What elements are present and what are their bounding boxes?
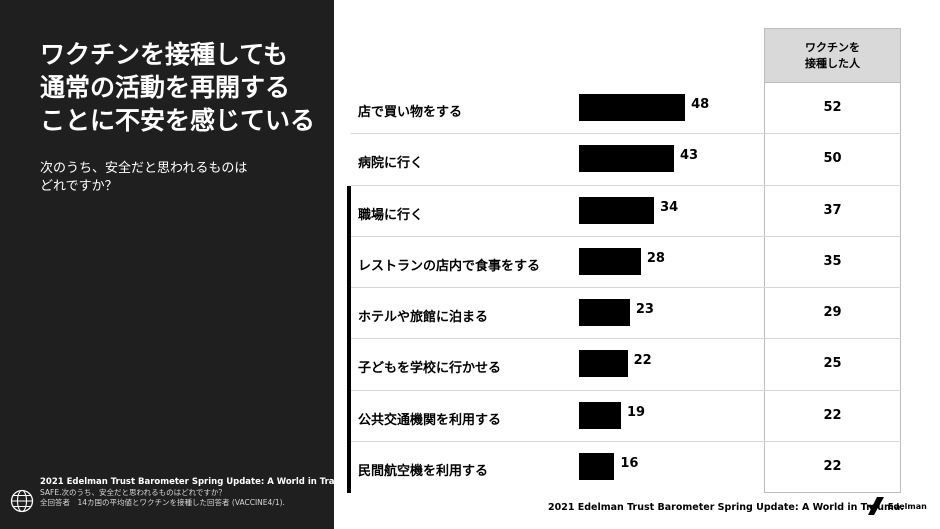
category-label: 民間航空機を利用する <box>358 463 489 479</box>
bar <box>579 350 628 378</box>
bar <box>579 401 621 429</box>
title-line: 通常の活動を再開する <box>40 73 291 102</box>
bottom-citation: 2021 Edelman Trust Barometer Spring Upda… <box>548 502 904 513</box>
subtitle-line: どれですか？ <box>40 179 118 194</box>
group-bracket-bar <box>347 186 351 493</box>
vaccinated-value: 22 <box>823 458 842 474</box>
row-divider <box>351 235 901 237</box>
title-line: ワクチンを接種しても <box>40 40 289 69</box>
bar <box>579 145 675 173</box>
footnote: 2021 Edelman Trust Barometer Spring Upda… <box>40 477 359 508</box>
category-label: 店で買い物をする <box>358 105 463 120</box>
category-label: 職場に行く <box>358 207 424 223</box>
row-divider <box>351 133 901 135</box>
bar-value-label: 16 <box>620 455 639 471</box>
bar <box>579 196 655 224</box>
bar-value-label: 48 <box>691 97 710 112</box>
vaccinated-column-frame <box>764 83 901 493</box>
category-label: 病院に行く <box>358 156 424 172</box>
title-line: ことに不安を感じている <box>40 106 316 135</box>
vaccinated-value: 22 <box>823 407 842 423</box>
chart-row: ホテルや旅館に泊まる 23 29 <box>351 288 901 340</box>
chart-row: 店で買い物をする 48 52 <box>351 83 901 135</box>
footnote-title: 2021 Edelman Trust Barometer Spring Upda… <box>40 477 359 487</box>
vaccinated-value: 37 <box>823 202 842 218</box>
page-title: ワクチンを接種しても 通常の活動を再開する ことに不安を感じている <box>40 38 330 137</box>
vaccinated-value: 50 <box>823 151 842 167</box>
edelman-logo-mark <box>868 497 884 515</box>
row-divider <box>351 389 901 391</box>
brand-name: Edelman <box>888 501 927 511</box>
bar-value-label: 22 <box>633 353 652 369</box>
row-divider <box>351 338 901 340</box>
category-label: 子どもを学校に行かせる <box>358 361 502 377</box>
bar <box>579 299 630 326</box>
bar-value-label: 43 <box>680 148 699 164</box>
bar-value-label: 34 <box>660 199 679 215</box>
category-label: ホテルや旅館に泊まる <box>358 310 489 325</box>
row-divider <box>351 184 901 186</box>
bar <box>579 452 615 480</box>
vaccinated-column-header: ワクチンを 接種した人 <box>764 28 901 83</box>
chart-row: レストランの店内で食事をする 28 35 <box>351 237 901 288</box>
column-header-line: ワクチンを <box>805 40 860 54</box>
edelman-logo: Edelman <box>868 497 927 515</box>
globe-icon <box>10 489 34 513</box>
vaccinated-value: 52 <box>823 100 842 115</box>
vaccinated-value: 35 <box>823 253 842 269</box>
bar-value-label: 23 <box>635 302 654 317</box>
subtitle-line: 次のうち、安全だと思われるものは <box>40 161 248 176</box>
vaccinated-value: 25 <box>823 356 842 372</box>
row-divider <box>351 440 901 442</box>
vaccinated-value: 29 <box>823 305 842 320</box>
chart-row: 職場に行く 34 37 <box>351 186 901 237</box>
bar-value-label: 19 <box>626 404 646 420</box>
chart-row: 病院に行く 43 50 <box>351 134 901 186</box>
column-header-line: 接種した人 <box>805 56 860 70</box>
chart-row: 民間航空機を利用する 16 22 <box>351 442 901 493</box>
chart-rows: 店で買い物をする 48 52 病院に行く 43 50 職場に行く 34 37 レストランの店内で食… <box>351 83 901 493</box>
row-divider <box>351 287 901 288</box>
footnote-base: 全回答者 14カ国の平均値とワクチンを接種した回答者 (VACCINE4/1). <box>40 498 285 507</box>
footnote-question: SAFE.次のうち、安全だと思われるものはどれですか？ <box>40 488 226 497</box>
chart-row: 子どもを学校に行かせる 22 25 <box>351 339 901 391</box>
bar <box>579 94 686 121</box>
category-label: レストランの店内で食事をする <box>358 258 541 274</box>
left-panel: ワクチンを接種しても 通常の活動を再開する ことに不安を感じている 次のうち、安… <box>0 0 359 529</box>
chart-row: 公共交通機関を利用する 19 22 <box>351 391 901 442</box>
bar-value-label: 28 <box>646 250 665 266</box>
category-label: 公共交通機関を利用する <box>358 412 502 428</box>
bar <box>579 247 641 275</box>
question-subtitle: 次のうち、安全だと思われるものは どれですか？ <box>40 160 320 196</box>
